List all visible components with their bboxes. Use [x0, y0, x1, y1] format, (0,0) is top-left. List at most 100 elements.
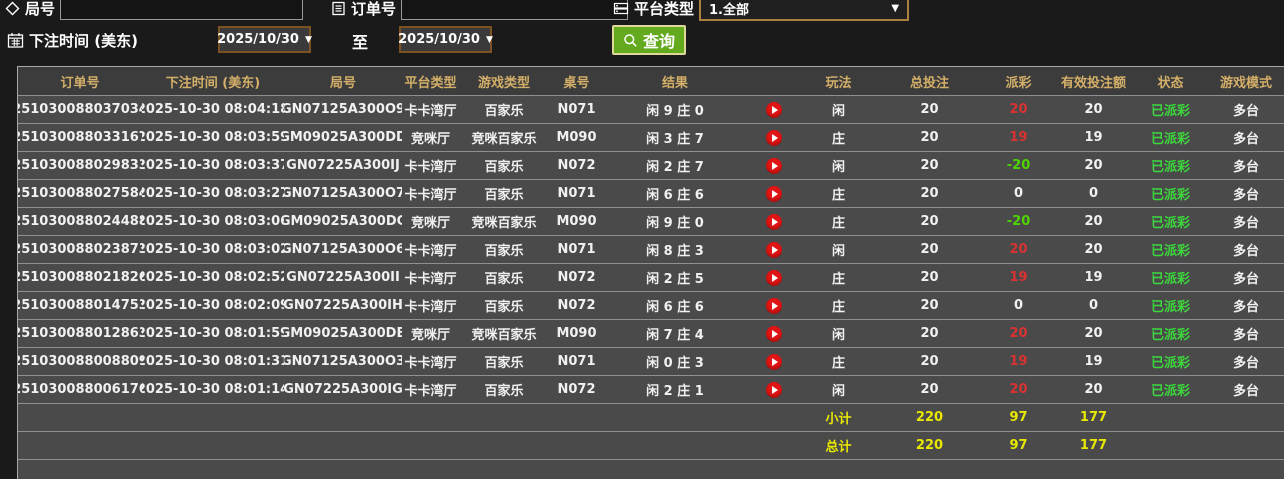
subtotal-valid-bet: 177 [1079, 410, 1108, 425]
date-to-picker[interactable]: 2025/10/30 ▼ [398, 26, 493, 53]
round-id-cell: GN07125A300O3 [284, 354, 402, 369]
platform-icon [613, 1, 629, 16]
replay-play-icon[interactable] [765, 213, 782, 230]
game-type-cell: 竞咪百家乐 [471, 216, 537, 231]
round-id-cell: GN07125A300O9 [284, 102, 402, 117]
platform-cell: 卡卡湾厅 [404, 160, 457, 175]
total-valid-bet: 177 [1079, 438, 1108, 453]
table-row: 251030088014753 2025-10-30 08:02:09 GN07… [18, 292, 1284, 320]
col-header-round: 局号 [329, 75, 356, 91]
round-id-cell: GN07225A300IG [284, 382, 402, 397]
replay-play-icon[interactable] [765, 297, 782, 314]
play-type-cell: 庄 [831, 188, 845, 203]
search-button[interactable]: 查询 [612, 25, 687, 55]
result-cell: 闲 9 庄 0 [646, 104, 704, 119]
replay-play-icon[interactable] [765, 101, 782, 118]
order-number-cell: 251030088023873 [18, 242, 142, 257]
round-id-cell: GN07125A300O6 [284, 242, 402, 257]
bet-time-cell: 2025-10-30 08:01:31 [142, 354, 284, 369]
col-header-payout: 派彩 [1005, 75, 1032, 91]
order-input[interactable] [401, 0, 629, 20]
bet-time-cell: 2025-10-30 08:02:52 [142, 270, 284, 285]
table-number-cell: M090 [556, 214, 597, 229]
replay-play-icon[interactable] [765, 185, 782, 202]
replay-play-icon[interactable] [765, 129, 782, 146]
table-row: 251030088008809 2025-10-30 08:01:31 GN07… [18, 348, 1284, 376]
subtotal-total-bet: 220 [915, 410, 944, 425]
replay-play-icon[interactable] [765, 325, 782, 342]
total-bet-cell: 20 [920, 186, 939, 201]
payout-cell: 19 [1009, 270, 1028, 285]
platform-label: 平台类型 [634, 0, 695, 18]
table-number-cell: N071 [557, 354, 596, 369]
round-id-cell: GM09025A300DC [284, 214, 402, 229]
platform-cell: 卡卡湾厅 [404, 104, 457, 119]
payout-cell: 19 [1009, 354, 1028, 369]
replay-play-icon[interactable] [765, 353, 782, 370]
search-icon [623, 33, 638, 48]
bets-table: 订单号 下注时间 (美东) 局号 平台类型 游戏类型 桌号 结果 玩法 总投注 … [17, 66, 1284, 479]
replay-play-icon[interactable] [765, 157, 782, 174]
valid-bet-cell: 0 [1088, 298, 1099, 313]
replay-cell [746, 292, 801, 319]
result-cell: 闲 7 庄 4 [646, 328, 704, 343]
platform-filter: 平台类型 1.全部 ▼ [613, 0, 910, 22]
col-header-playtype: 玩法 [825, 75, 852, 91]
replay-cell [746, 264, 801, 291]
search-button-label: 查询 [643, 34, 676, 51]
play-type-cell: 庄 [831, 272, 845, 287]
round-input[interactable] [60, 0, 304, 20]
status-badge: 已派彩 [1150, 384, 1190, 399]
order-number-cell: 251030088027584 [18, 186, 142, 201]
bet-time-cell: 2025-10-30 08:03:27 [142, 186, 284, 201]
result-cell: 闲 3 庄 7 [646, 132, 704, 147]
bet-time-cell: 2025-10-30 08:03:59 [142, 130, 284, 145]
result-cell: 闲 2 庄 7 [646, 160, 704, 175]
order-number-cell: 251030088008809 [18, 354, 142, 369]
order-number-cell: 251030088014753 [18, 298, 142, 313]
valid-bet-cell: 19 [1084, 270, 1103, 285]
status-badge: 已派彩 [1150, 188, 1190, 203]
table-number-cell: N072 [557, 298, 596, 313]
game-mode-cell: 多台 [1232, 244, 1259, 259]
platform-cell: 卡卡湾厅 [404, 300, 457, 315]
game-type-cell: 百家乐 [484, 244, 524, 259]
platform-cell: 竞咪厅 [410, 132, 450, 147]
date-from-picker[interactable]: 2025/10/30 ▼ [217, 26, 312, 53]
platform-select-value: 1.全部 [709, 2, 749, 18]
result-cell: 闲 6 庄 6 [646, 300, 704, 315]
table-row: 251030088012863 2025-10-30 08:01:59 GM09… [18, 320, 1284, 348]
platform-select[interactable]: 1.全部 ▼ [699, 0, 910, 21]
col-header-status: 状态 [1157, 75, 1184, 91]
bet-time-cell: 2025-10-30 08:02:09 [142, 298, 284, 313]
payout-cell: 0 [1013, 186, 1024, 201]
valid-bet-cell: 19 [1084, 130, 1103, 145]
replay-cell [746, 152, 801, 179]
replay-cell [746, 348, 801, 375]
filter-row-2: 下注时间 (美东) 2025/10/30 ▼ 至 2025/10/30 ▼ 查询 [0, 24, 1284, 58]
diamond-icon [5, 1, 20, 16]
result-cell: 闲 9 庄 0 [646, 216, 704, 231]
bet-time-cell: 2025-10-30 08:01:59 [142, 326, 284, 341]
table-row: 251030088029833 2025-10-30 08:03:37 GN07… [18, 152, 1284, 180]
order-number-cell: 251030088024488 [18, 214, 142, 229]
payout-cell: 20 [1009, 242, 1028, 257]
replay-play-icon[interactable] [765, 269, 782, 286]
status-badge: 已派彩 [1150, 328, 1190, 343]
total-bet-cell: 20 [920, 298, 939, 313]
game-mode-cell: 多台 [1232, 384, 1259, 399]
order-number-cell: 251030088006176 [18, 382, 142, 397]
replay-play-icon[interactable] [765, 381, 782, 398]
game-type-cell: 竞咪百家乐 [471, 328, 537, 343]
replay-play-icon[interactable] [765, 241, 782, 258]
play-type-cell: 庄 [831, 216, 845, 231]
table-row: 251030088033167 2025-10-30 08:03:59 GM09… [18, 124, 1284, 152]
subtotal-row: 小计 220 97 177 [18, 404, 1284, 432]
status-badge: 已派彩 [1150, 104, 1190, 119]
table-body: 251030088037034 2025-10-30 08:04:18 GN07… [18, 96, 1284, 404]
replay-cell [746, 376, 801, 403]
table-row: 251030088021826 2025-10-30 08:02:52 GN07… [18, 264, 1284, 292]
order-number-cell: 251030088021826 [18, 270, 142, 285]
replay-cell [746, 208, 801, 235]
play-type-cell: 庄 [831, 300, 845, 315]
